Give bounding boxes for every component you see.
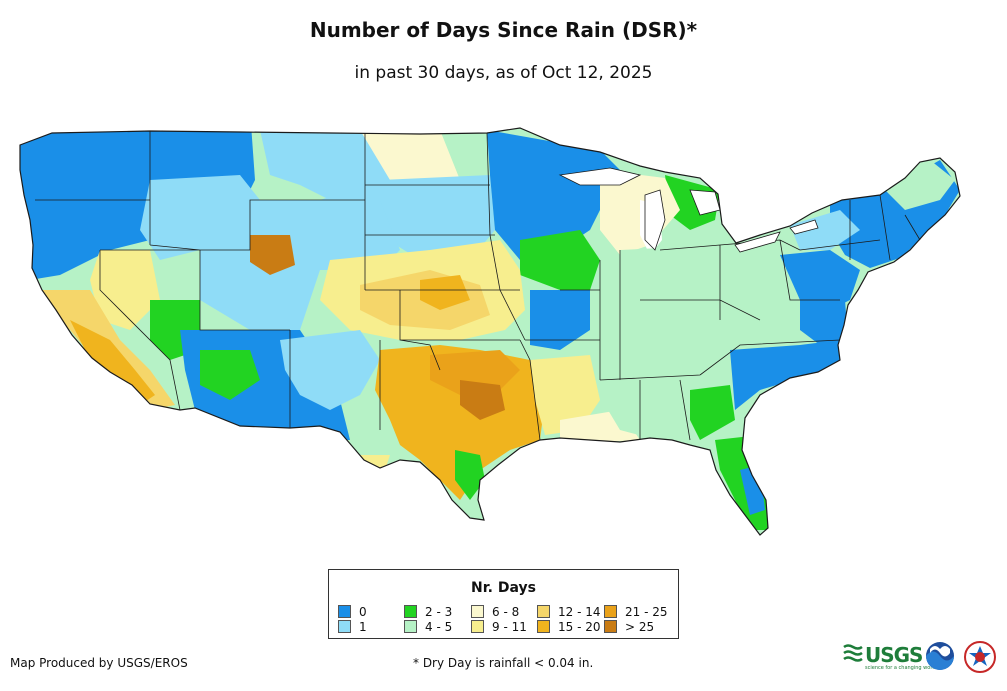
legend-swatch — [404, 605, 417, 618]
nws-logo-icon — [964, 641, 996, 673]
legend-swatch — [604, 605, 617, 618]
legend-swatch — [471, 620, 484, 633]
legend-swatch — [537, 620, 550, 633]
legend-swatch — [471, 605, 484, 618]
map-subtitle: in past 30 days, as of Oct 12, 2025 — [354, 63, 653, 83]
legend-item-1: 1 — [338, 620, 367, 634]
usgs-tagline: science for a changing world — [865, 665, 937, 671]
usgs-wave-icon — [843, 644, 863, 662]
conus-dsr-map — [19, 127, 961, 536]
legend-item-15-20: 15 - 20 — [537, 620, 601, 634]
legend-item-6-8: 6 - 8 — [471, 605, 519, 619]
map-title: Number of Days Since Rain (DSR)* — [309, 18, 698, 42]
legend-swatch — [338, 605, 351, 618]
dsr-raster — [20, 128, 960, 535]
great-lakes — [558, 167, 819, 253]
legend-item-2-3: 2 - 3 — [404, 605, 452, 619]
legend-item-gt-25: > 25 — [604, 620, 654, 634]
noaa-logo-icon — [926, 642, 954, 670]
legend: Nr. Days 0 1 2 - 3 4 - 5 6 - 8 9 - 11 12… — [328, 569, 679, 639]
legend-title: Nr. Days — [471, 580, 536, 596]
usgs-logo: USGS science for a changing world — [843, 643, 937, 671]
legend-item-0: 0 — [338, 605, 367, 619]
legend-swatch — [338, 620, 351, 633]
legend-swatch — [604, 620, 617, 633]
legend-item-21-25: 21 - 25 — [604, 605, 668, 619]
legend-item-12-14: 12 - 14 — [537, 605, 601, 619]
credit-text: Map Produced by USGS/EROS — [10, 656, 188, 670]
legend-swatch — [404, 620, 417, 633]
usgs-wordmark: USGS — [865, 643, 923, 667]
legend-swatch — [537, 605, 550, 618]
legend-item-4-5: 4 - 5 — [404, 620, 452, 634]
legend-item-9-11: 9 - 11 — [471, 620, 527, 634]
state-boundaries — [19, 127, 961, 536]
footnote-text: * Dry Day is rainfall < 0.04 in. — [413, 656, 594, 670]
